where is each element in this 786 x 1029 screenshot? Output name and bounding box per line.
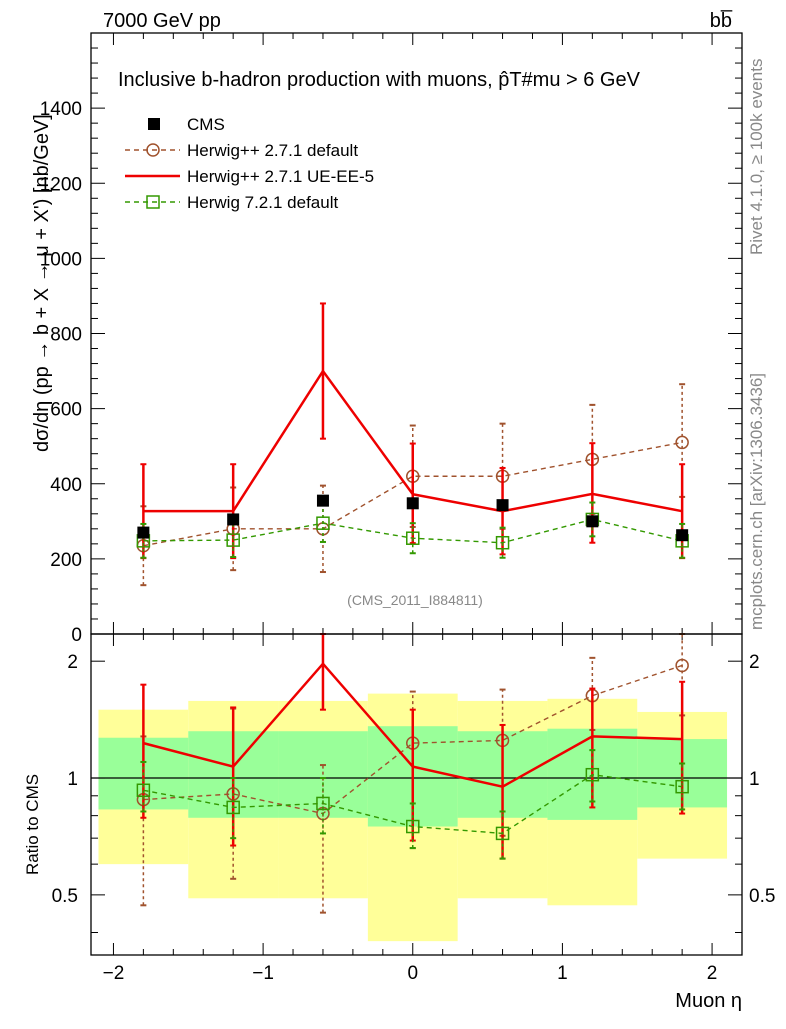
y-tick-label: 1200 [40, 174, 82, 195]
y-tick-label: 400 [50, 475, 82, 496]
rivet-version-label: Rivet 4.1.0, ≥ 100k events [747, 59, 766, 255]
cms-point [496, 499, 509, 512]
x-tick-label: 2 [707, 963, 718, 984]
cms-point [137, 526, 150, 539]
cms-point [586, 515, 599, 528]
main-panel: 0 200 400 600 800 1000 1200 1400 [40, 32, 743, 646]
legend-herwig-2-7-1-default-label: Herwig++ 2.7.1 default [187, 141, 358, 160]
ratio-panel-frame [90, 633, 743, 956]
cms-point [227, 513, 240, 526]
legend-herwig-2-7-1-ue-ee-5-label: Herwig++ 2.7.1 UE-EE-5 [187, 167, 374, 186]
herwig-7-2-1-default-point [226, 533, 240, 547]
ratio-herwig-7-2-1-default-point [675, 779, 689, 794]
ratio-herwig-7-2-1-default-point [316, 796, 330, 811]
y-tick-label: 800 [50, 325, 82, 346]
y-tick-label: 600 [50, 400, 82, 421]
process-label: bb̅ [710, 9, 733, 32]
y-tick-label: 0 [71, 625, 82, 646]
x-tick-label: 1 [557, 963, 568, 984]
ratio-y-tick-label: 0.5 [52, 886, 78, 907]
legend-cms-label: CMS [187, 115, 225, 134]
ratio-herwig-7-2-1-default-point [406, 819, 420, 834]
cms-point [406, 497, 419, 510]
y-tick-label: 1400 [40, 99, 82, 120]
y-axis-label: dσ/dη (pp → b + X → μ + X') [nb/GeV] [31, 114, 53, 452]
ratio-y-tick-label-right: 0.5 [749, 886, 775, 907]
herwig-2-7-1-ue-ee-5-line [143, 368, 683, 513]
ratio-y-tick-label-right: 2 [749, 652, 760, 673]
x-tick-label: −1 [252, 963, 274, 984]
ratio-herwig-7-2-1-default-line [143, 773, 683, 835]
legend-herwig-2-7-1-default-point [146, 143, 160, 157]
herwig-7-2-1-default-point [316, 516, 330, 530]
herwig-2-7-1-default-point [675, 435, 689, 450]
ratio-panel: −2 −1 0 1 2 0.5 0.5 1 1 2 2 [52, 633, 775, 984]
ratio-y-axis-label: Ratio to CMS [23, 774, 42, 875]
ratio-herwig-7-2-1-default-point [585, 767, 600, 782]
legend-herwig-7-2-1-default-label: Herwig 7.2.1 default [187, 193, 338, 212]
ratio-herwig-2-7-1-ue-ee-5-line [143, 661, 683, 789]
ratio-y-tick-label: 2 [67, 652, 78, 673]
legend: CMS Herwig++ 2.7.1 default Herwig++ 2.7.1 … [125, 115, 374, 212]
mcplots-credit-label: mcplots.cern.ch [arXiv:1306.3436] [747, 373, 766, 630]
x-tick-label: −2 [103, 963, 125, 984]
collider-label: 7000 GeV pp [103, 10, 221, 32]
cms-point [676, 529, 689, 542]
chart-title: Inclusive b-hadron production with muons… [118, 69, 641, 91]
legend-cms-marker [148, 118, 160, 130]
ratio-herwig-7-2-1-default-point [495, 826, 510, 841]
x-axis-label: Muon η [675, 990, 742, 1012]
cms-point [316, 494, 329, 507]
ratio-herwig-7-2-1-default-point [136, 783, 151, 798]
herwig-7-2-1-default-point [495, 535, 510, 550]
y-tick-label: 1000 [40, 249, 82, 270]
x-tick-label: 0 [407, 963, 418, 984]
legend-herwig-7-2-1-default-point [146, 195, 160, 209]
ratio-y-tick-label: 1 [67, 769, 78, 790]
ratio-herwig-7-2-1-default-point [226, 800, 240, 815]
ratio-y-tick-label-right: 1 [749, 769, 760, 790]
ratio-herwig-2-7-1-default-point [675, 658, 689, 673]
herwig-7-2-1-default-point [406, 531, 420, 545]
analysis-tag: (CMS_2011_I884811) [347, 592, 483, 608]
y-tick-label: 200 [50, 550, 82, 571]
